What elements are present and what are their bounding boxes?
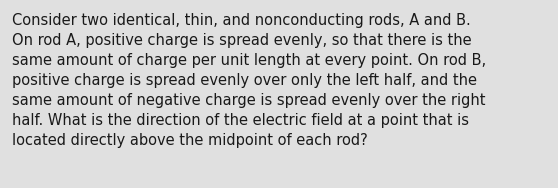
Text: Consider two identical, thin, and nonconducting rods, A and B.
On rod A, positiv: Consider two identical, thin, and noncon… — [12, 13, 487, 148]
